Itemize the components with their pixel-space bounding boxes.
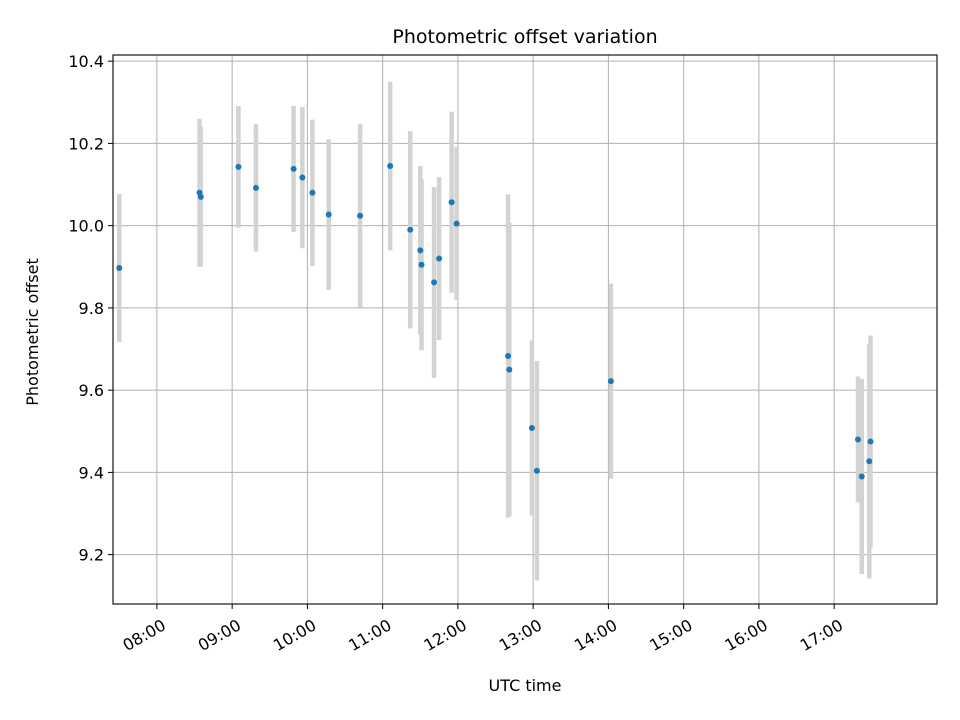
data-point: [506, 366, 513, 373]
data-point: [116, 265, 123, 272]
y-tick-label: 10.4: [68, 52, 104, 71]
data-point: [505, 353, 512, 360]
y-axis-ticks: 9.2 9.4 9.6 9.8 10.0 10.2 10.4: [68, 52, 113, 565]
data-point: [325, 211, 332, 218]
data-point: [528, 424, 535, 431]
y-tick-label: 9.8: [79, 299, 104, 318]
y-tick-label: 10.2: [68, 134, 104, 153]
data-point: [453, 220, 460, 227]
data-point: [290, 165, 297, 172]
data-point: [309, 189, 316, 196]
x-axis-label: UTC time: [489, 676, 562, 695]
data-point: [197, 193, 204, 200]
data-point: [431, 279, 438, 286]
data-markers: [116, 163, 874, 480]
plot-area: [113, 55, 937, 604]
y-tick-label: 9.4: [79, 463, 104, 482]
data-point: [866, 458, 873, 465]
y-tick-label: 9.6: [79, 381, 104, 400]
data-point: [252, 184, 259, 191]
data-point: [867, 438, 874, 445]
data-point: [448, 199, 455, 206]
data-point: [436, 255, 443, 262]
y-tick-label: 10.0: [68, 217, 104, 236]
data-point: [418, 261, 425, 268]
y-tick-label: 9.2: [79, 546, 104, 565]
y-axis-label: Photometric offset: [23, 258, 42, 406]
data-point: [417, 247, 424, 254]
grid-lines: [113, 55, 937, 604]
data-point: [854, 436, 861, 443]
plot-frame: [112, 54, 938, 605]
data-point: [533, 467, 540, 474]
chart-title: Photometric offset variation: [392, 26, 657, 48]
data-point: [235, 163, 242, 170]
data-point: [387, 163, 394, 170]
data-point: [357, 212, 364, 219]
data-point: [858, 473, 865, 480]
data-point: [407, 226, 414, 233]
data-point: [607, 378, 614, 385]
data-point: [299, 174, 306, 181]
